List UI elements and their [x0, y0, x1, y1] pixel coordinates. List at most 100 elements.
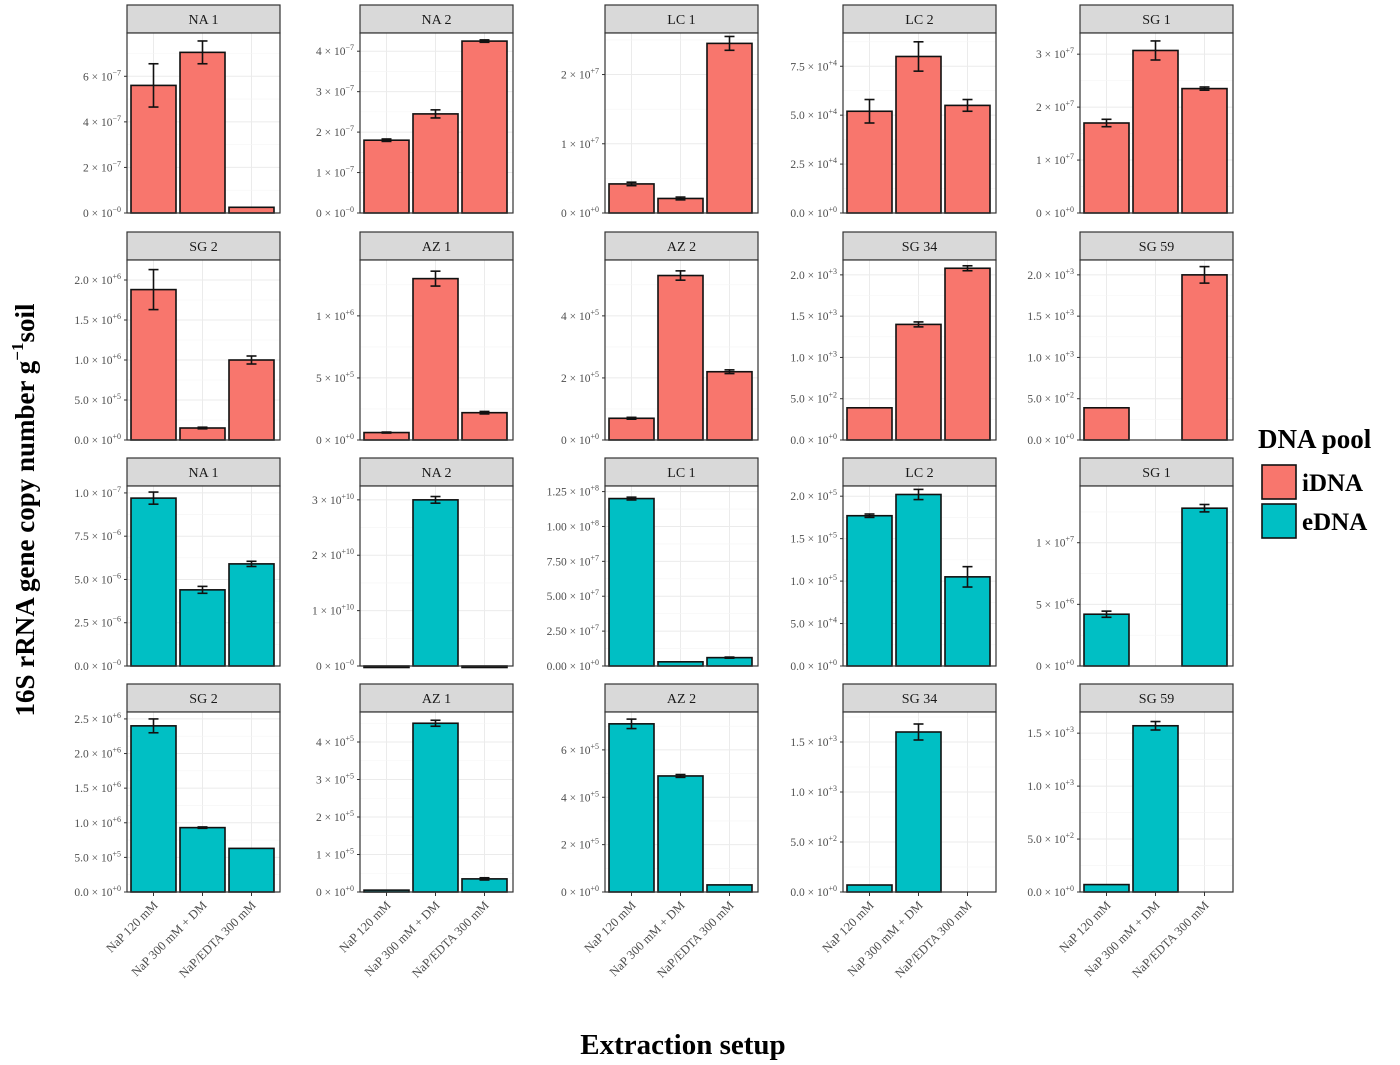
- y-tick-label: 0.0 × 10+0: [790, 658, 837, 673]
- bar: [657, 775, 704, 893]
- bar: [228, 359, 275, 441]
- y-tick-label: 1.00 × 10+8: [547, 518, 599, 533]
- y-axis-title-superscript: −1: [8, 343, 27, 361]
- y-tick-label: 1.0 × 10+6: [74, 815, 121, 830]
- y-axis-title-main: 16S rRNA gene copy number g: [10, 360, 40, 716]
- panel-border: [359, 259, 514, 441]
- legend-label-edna: eDNA: [1302, 509, 1367, 536]
- y-tick-label: 0.0 × 10−0: [74, 658, 121, 673]
- y-tick-label: 1 × 10−7: [316, 165, 354, 180]
- facet-title: SG 34: [902, 240, 937, 255]
- bar: [461, 878, 508, 893]
- y-tick-label: 4 × 10+5: [561, 789, 599, 804]
- facet-strip: [1079, 231, 1234, 261]
- panel-border: [604, 32, 759, 214]
- panel-border: [842, 259, 997, 441]
- x-axis-title: Extraction setup: [580, 1029, 785, 1061]
- y-tick-label: 0.0 × 10+0: [790, 884, 837, 899]
- bar: [1083, 613, 1130, 667]
- facet-panel: LC 2 0.0 × 10+0 2.5 × 10+4 5.0 × 10+4 7.5 × …: [790, 4, 997, 220]
- facet-strip: [359, 457, 514, 487]
- panel-border: [1079, 711, 1234, 893]
- y-tick-label: 0 × 10+0: [316, 432, 354, 447]
- legend: DNA pool iDNA eDNA: [1258, 424, 1372, 539]
- y-tick-label: 0.0 × 10+0: [790, 432, 837, 447]
- y-tick-label: 0 × 10−0: [316, 205, 354, 220]
- facet-panel: SG 59 0.0 × 10+0 5.0 × 10+2 1.0 × 10+3 1.5 ×…: [1027, 683, 1234, 899]
- facet-title: NA 1: [189, 466, 219, 481]
- y-tick-label: 0.0 × 10+0: [74, 432, 121, 447]
- facet-panel: LC 1 0 × 10+0 1 × 10+7 2 × 10+7: [561, 4, 759, 220]
- facet-panel: AZ 2 0 × 10+0 2 × 10+5 4 × 10+5 6 × 10+5: [561, 683, 759, 899]
- bar: [895, 323, 942, 441]
- y-tick-label: 2.50 × 10+7: [547, 623, 599, 638]
- y-tick-label: 7.5 × 10+4: [790, 58, 837, 73]
- bar: [412, 113, 459, 214]
- facet-title: AZ 1: [422, 692, 451, 707]
- bar: [461, 411, 508, 441]
- facet-title: LC 2: [905, 13, 933, 28]
- bar: [895, 731, 942, 893]
- y-tick-label: 2 × 10−7: [83, 159, 121, 174]
- bar: [608, 417, 655, 441]
- y-tick-label: 1.0 × 10−7: [74, 485, 121, 500]
- y-tick-label: 2.0 × 10+6: [74, 746, 121, 761]
- y-tick-label: 2.5 × 10−6: [74, 615, 121, 630]
- panel-border: [842, 485, 997, 667]
- facet-panel: SG 2 0.0 × 10+0 5.0 × 10+5 1.0 × 10+6 1.5 × …: [74, 683, 281, 899]
- bar: [944, 104, 991, 214]
- facet-panel: NA 1 0 × 10−0 2 × 10−7 4 × 10−7 6 × 10−7: [83, 4, 281, 220]
- panel-border: [1079, 259, 1234, 441]
- y-tick-label: 5.0 × 10+2: [1027, 391, 1074, 406]
- y-tick-label: 3 × 10−7: [316, 84, 354, 99]
- bar: [1083, 406, 1130, 441]
- panel-border: [842, 32, 997, 214]
- y-tick-label: 2 × 10+5: [561, 370, 599, 385]
- y-tick-label: 1.0 × 10+5: [790, 573, 837, 588]
- facet-strip: [604, 683, 759, 713]
- panel-border: [604, 485, 759, 667]
- bar: [846, 514, 893, 667]
- bar: [944, 267, 991, 441]
- y-tick-label: 0.0 × 10+0: [1027, 432, 1074, 447]
- bar: [608, 183, 655, 214]
- facet-panel: NA 2 0 × 10−0 1 × 10+10 2 × 10+10 3 × 10+10: [312, 457, 514, 673]
- bar: [657, 274, 704, 441]
- y-tick-label: 1 × 10+10: [312, 603, 354, 618]
- facet-title: SG 59: [1139, 692, 1174, 707]
- bar: [608, 723, 655, 893]
- panel-border: [1079, 32, 1234, 214]
- y-tick-label: 1.5 × 10+3: [1027, 308, 1074, 323]
- y-tick-label: 0 × 10+0: [316, 884, 354, 899]
- bar: [846, 406, 893, 441]
- bar: [846, 110, 893, 214]
- y-tick-label: 2 × 10+7: [1036, 99, 1074, 114]
- facet-title: LC 2: [905, 466, 933, 481]
- y-tick-label: 0.0 × 10+0: [74, 884, 121, 899]
- y-tick-label: 0.0 × 10+0: [1027, 884, 1074, 899]
- facet-panel: SG 34 0.0 × 10+0 5.0 × 10+2 1.0 × 10+3 1.5 ×…: [790, 683, 997, 899]
- facet-panel: NA 2 0 × 10−0 1 × 10−7 2 × 10−7 3 × 10−7 4 × …: [316, 4, 514, 220]
- y-tick-label: 5.0 × 10+2: [790, 391, 837, 406]
- facet-strip: [126, 231, 281, 261]
- bar: [130, 497, 177, 667]
- bar: [363, 139, 410, 214]
- y-tick-label: 5.0 × 10−6: [74, 571, 121, 586]
- y-tick-label: 1.5 × 10+3: [790, 308, 837, 323]
- bar: [228, 847, 275, 893]
- bar: [228, 206, 275, 214]
- facet-title: LC 1: [667, 13, 695, 28]
- bar: [846, 884, 893, 893]
- y-tick-label: 0 × 10−0: [83, 205, 121, 220]
- bar: [1181, 274, 1228, 441]
- bar: [179, 427, 226, 441]
- facet-panel: AZ 1 0 × 10+0 1 × 10+5 2 × 10+5 3 × 10+5 4 × …: [316, 683, 514, 899]
- facet-title: AZ 2: [667, 692, 696, 707]
- y-tick-label: 1.0 × 10+3: [1027, 349, 1074, 364]
- y-tick-label: 4 × 10+5: [561, 308, 599, 323]
- y-tick-label: 1.25 × 10+8: [547, 484, 599, 499]
- y-tick-label: 2.0 × 10+5: [790, 488, 837, 503]
- y-tick-label: 0.00 × 10+0: [547, 658, 599, 673]
